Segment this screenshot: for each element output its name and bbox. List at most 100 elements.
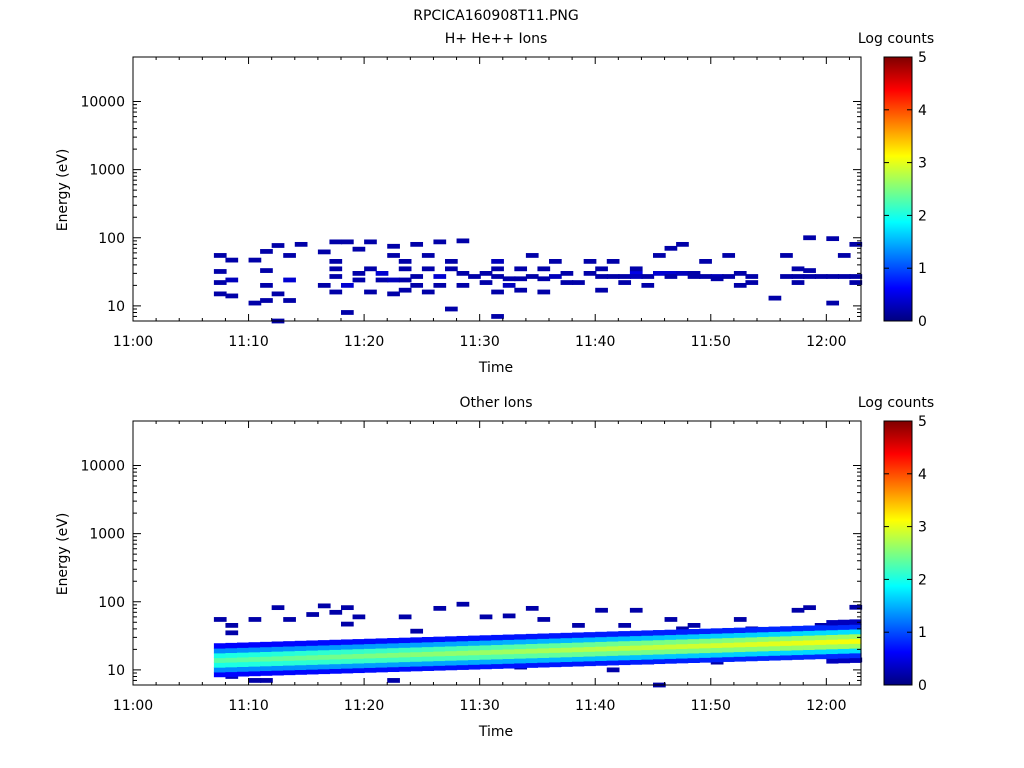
band-cell [722, 647, 735, 653]
band-cell [595, 631, 608, 638]
heatmap-cell [583, 271, 597, 276]
heatmap-cell [606, 667, 620, 673]
heatmap-cell [780, 253, 793, 258]
band-cell [213, 662, 227, 668]
y-tick-label: 10 [107, 299, 125, 315]
band-cell [294, 640, 307, 647]
band-cell [237, 647, 250, 653]
band-cell [803, 654, 816, 660]
heatmap-cell [445, 266, 458, 272]
y-axis-label: Energy (eV) [55, 513, 71, 596]
band-cell [641, 649, 654, 655]
band-cell [826, 620, 839, 626]
band-cell [375, 666, 388, 673]
x-tick-label: 11:30 [459, 698, 499, 714]
x-tick-label: 11:40 [575, 698, 615, 714]
heatmap-cell [525, 253, 539, 258]
band-cell [583, 636, 596, 643]
heatmap-cell [664, 617, 678, 622]
panel-h-he-ions: H+ He++ Ions Log counts Time Energy (eV)… [55, 31, 934, 376]
band-cell [433, 646, 446, 652]
band-cell [803, 649, 816, 655]
band-cell [653, 644, 666, 650]
band-cell [213, 667, 227, 673]
band-cell [468, 659, 481, 665]
heatmap-cell [398, 287, 412, 293]
band-cell [676, 653, 689, 659]
heatmap-cell [502, 282, 516, 288]
band-cell [213, 648, 227, 654]
x-tick-label: 12:00 [806, 334, 846, 350]
band-cell [213, 657, 227, 663]
heatmap-cell [849, 274, 863, 279]
band-cell [491, 644, 504, 650]
band-cell [826, 629, 839, 635]
heatmap-cell [341, 605, 354, 611]
heatmap-cell [260, 268, 273, 273]
heatmap-cell [433, 239, 447, 245]
heatmap-cell [641, 282, 655, 288]
band-cell [699, 638, 712, 644]
band-cell [410, 651, 423, 658]
heatmap-cell [826, 300, 840, 306]
band-cell [514, 653, 527, 659]
band-cell [537, 657, 550, 663]
band-cell [433, 655, 446, 662]
band-cell [398, 647, 411, 653]
heatmap-cell [733, 617, 747, 622]
band-cell [629, 645, 643, 651]
colorbar-tick-label: 5 [918, 414, 927, 430]
heatmap-cell [549, 274, 562, 279]
band-cell [375, 657, 388, 663]
heatmap-cell [722, 253, 736, 258]
band-cell [479, 663, 492, 670]
band-cell [583, 651, 596, 657]
heatmap-cell [525, 605, 539, 611]
x-axis-label: Time [478, 360, 513, 376]
heatmap-cell [456, 238, 470, 244]
band-cell [745, 636, 758, 643]
band-cell [699, 633, 712, 639]
band-cell [722, 656, 735, 662]
band-cell [583, 655, 596, 662]
heatmap-cell [456, 271, 470, 276]
band-cell [456, 655, 469, 661]
heatmap-cell [722, 274, 736, 279]
heatmap-cell [595, 287, 608, 293]
band-cell [837, 634, 851, 640]
x-tick-label: 11:20 [344, 698, 384, 714]
band-cell [364, 662, 377, 668]
band-cell [468, 640, 481, 646]
band-cell [745, 632, 758, 638]
colorbar-tick-label: 4 [918, 467, 927, 483]
band-cell [306, 645, 319, 651]
band-cell [225, 652, 238, 658]
band-cell [560, 647, 573, 653]
band-cell [572, 632, 585, 638]
heatmap-cell [433, 282, 447, 288]
heatmap-cell [572, 280, 585, 285]
band-cell [653, 649, 666, 655]
band-cell [733, 651, 747, 657]
band-cell [271, 646, 284, 652]
band-cell [445, 664, 458, 671]
band-cell [768, 636, 781, 642]
band-cell [294, 659, 307, 666]
heatmap-cell [537, 276, 551, 282]
plot-frame [132, 420, 862, 686]
band-cell [283, 645, 296, 652]
band-cell [260, 670, 273, 676]
heatmap-cell [213, 269, 227, 274]
band-cell [341, 663, 354, 669]
band-cell [525, 633, 539, 640]
band-cell [641, 654, 654, 660]
heatmap-cell [283, 253, 296, 258]
heatmap-cell [225, 277, 239, 283]
band-cell [595, 641, 608, 647]
band-cell [618, 659, 631, 666]
band-cell [283, 665, 296, 671]
band-cell [260, 646, 273, 652]
band-cell [641, 635, 654, 641]
heatmap-cell [306, 612, 320, 617]
